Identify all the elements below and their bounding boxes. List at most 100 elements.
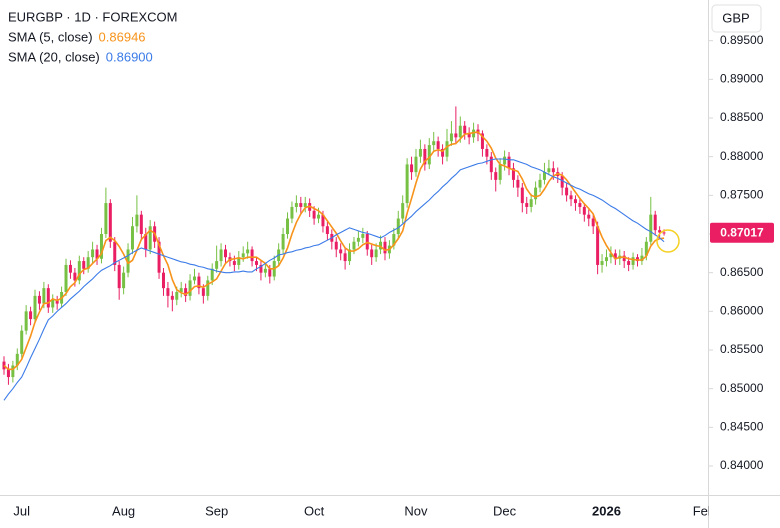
candle-body: [33, 295, 37, 320]
candle-body: [130, 226, 134, 250]
candle-body: [241, 253, 245, 258]
candle-body: [410, 164, 414, 173]
candle-body: [246, 249, 250, 254]
candle-body: [122, 272, 126, 289]
candle-body: [237, 257, 241, 265]
candle-body: [268, 268, 272, 277]
candle-body: [197, 276, 201, 289]
candle-body: [582, 206, 586, 215]
candle-body: [64, 264, 68, 293]
currency-button[interactable]: [711, 4, 762, 33]
candle-body: [454, 133, 458, 138]
candle-body: [569, 195, 573, 200]
candle-body: [613, 253, 617, 259]
candle-body: [325, 226, 329, 235]
candle-body: [161, 272, 165, 289]
candle-body: [113, 241, 117, 265]
candle-body: [290, 206, 294, 219]
candle-body: [286, 218, 290, 235]
legend: EURGBP · 1D · FOREXCOM SMA (5, close) 0.8…: [8, 9, 178, 64]
candle-body: [148, 226, 152, 250]
y-tick-label: 0.89500: [720, 33, 764, 47]
candle-body: [206, 280, 210, 296]
candle-body: [11, 365, 15, 378]
currency-label: GBP: [722, 10, 749, 25]
y-tick-label: 0.88500: [720, 110, 764, 124]
candle-body: [95, 249, 99, 259]
candle-body: [458, 125, 462, 138]
candle-body: [653, 214, 657, 231]
candle-body: [449, 133, 453, 142]
candle-body: [250, 249, 254, 262]
y-tick-label: 0.85000: [720, 381, 764, 395]
candle-body: [321, 214, 325, 227]
y-axis-panel: [709, 0, 780, 495]
candle-body: [91, 249, 95, 258]
candle-body: [281, 234, 285, 250]
y-tick-label: 0.84000: [720, 458, 764, 472]
candle-body: [507, 156, 511, 169]
candle-body: [303, 203, 307, 207]
candle-body: [117, 264, 121, 289]
candle-body: [370, 249, 374, 258]
legend-value: 0.86900: [106, 49, 153, 64]
candle-body: [573, 199, 577, 204]
candle-body: [405, 164, 409, 204]
x-axis: Jul Aug Sep Oct Nov Dec 2026 Feb: [13, 503, 715, 518]
candle-body: [294, 203, 298, 207]
candle-body: [144, 234, 148, 250]
sma-line: [3, 131, 665, 371]
candle-body: [658, 230, 662, 233]
candle-body: [467, 133, 471, 138]
candle-body: [383, 241, 387, 254]
candle-body: [188, 280, 192, 296]
candle-body: [37, 295, 41, 304]
candle-body: [627, 261, 631, 265]
candle-body: [418, 148, 422, 157]
y-axis: 0.84000 0.84500 0.85000 0.85500 0.86000 0.865…: [709, 33, 774, 472]
cursor-highlight: [656, 229, 680, 253]
candle-body: [135, 214, 139, 227]
candle-body: [565, 187, 569, 196]
x-tick-label: Oct: [304, 503, 325, 518]
candle-body: [489, 156, 493, 173]
candle-body: [529, 199, 533, 207]
candle-body: [432, 141, 436, 146]
candle-body: [520, 187, 524, 204]
y-tick-label: 0.86500: [720, 265, 764, 279]
candle-body: [414, 156, 418, 173]
candle-body: [423, 148, 427, 165]
candle-body: [600, 261, 604, 265]
candle-body: [219, 249, 223, 262]
candle-body: [201, 288, 205, 296]
candle-body: [547, 168, 551, 173]
candle-body: [29, 311, 33, 320]
candle-body: [463, 125, 467, 134]
candle-body: [640, 255, 644, 262]
candle-body: [609, 253, 613, 258]
candle-body: [343, 253, 347, 262]
candle-body: [374, 249, 378, 258]
candle-body: [445, 141, 449, 157]
candle-body: [401, 203, 405, 219]
candle-body: [108, 203, 112, 242]
candle-body: [179, 288, 183, 293]
candle-body: [157, 241, 161, 273]
corner-panel: [709, 496, 780, 528]
sma-line: [3, 158, 665, 401]
candle-body: [578, 203, 582, 207]
x-tick-label: Sep: [205, 503, 228, 518]
x-tick-label: Aug: [112, 503, 135, 518]
legend-value: 0.86946: [99, 29, 146, 44]
candle-body: [20, 330, 24, 354]
y-tick-label: 0.86000: [720, 304, 764, 318]
candle-body: [525, 203, 529, 207]
candle-body: [259, 264, 263, 273]
y-tick-label: 0.88000: [720, 149, 764, 163]
candle-body: [591, 218, 595, 227]
candle-body: [534, 187, 538, 200]
candle-body: [560, 176, 564, 188]
